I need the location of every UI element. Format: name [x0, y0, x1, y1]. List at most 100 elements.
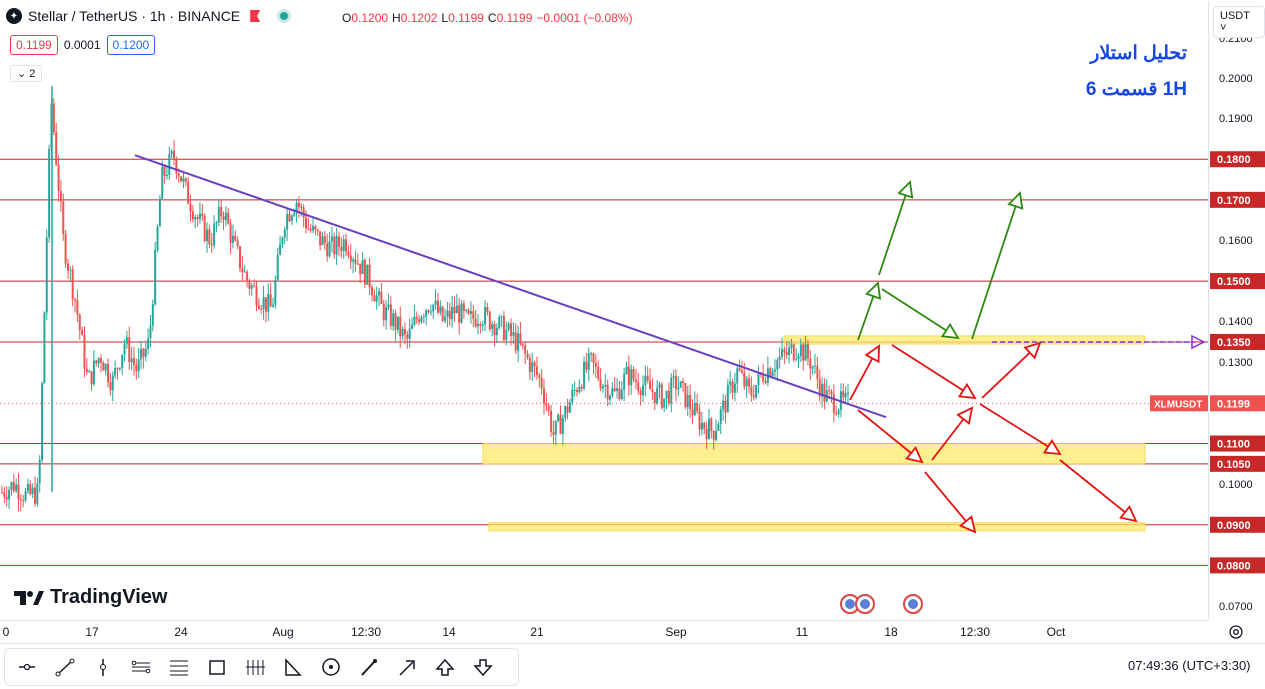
candle-body	[154, 249, 157, 305]
triangle-pattern-tool-button[interactable]	[277, 652, 309, 682]
candle-body	[830, 391, 833, 395]
candle-body	[107, 364, 110, 383]
candle-body	[309, 228, 312, 231]
candle-body	[465, 309, 468, 311]
candle-body	[802, 344, 805, 361]
candle-body	[52, 103, 55, 132]
candle-body	[543, 388, 546, 404]
price-scale[interactable]: 0.2100 0.2000 0.1900 0.1600 0.1400 0.1300 0.10…	[1208, 0, 1265, 620]
candle-body	[594, 362, 597, 367]
indicators-toggle[interactable]: ⌄ 2	[10, 65, 43, 82]
candle-body	[76, 300, 79, 315]
candle-body	[26, 484, 29, 492]
currency-selector[interactable]: USDT ˅	[1213, 6, 1265, 38]
buy-price-button[interactable]: 0.1200	[106, 35, 156, 55]
chart-canvas[interactable]: XLMUSDT	[0, 0, 1208, 620]
candle-body	[175, 158, 178, 174]
clock[interactable]: 07:49:36 (UTC+3:30)	[1128, 658, 1251, 673]
candle-body	[151, 304, 154, 326]
candle-body	[328, 241, 331, 257]
candle-body	[203, 216, 206, 241]
price-chart[interactable]: XLMUSDT	[0, 0, 1208, 620]
candle-body	[255, 286, 258, 306]
rectangle-tool-button[interactable]	[201, 652, 233, 682]
candle-body	[726, 384, 729, 413]
candle-body	[333, 236, 336, 255]
candle-body	[140, 348, 143, 360]
candle-body	[57, 164, 60, 192]
candle-body	[385, 307, 388, 321]
brush-icon	[361, 658, 377, 676]
sell-price-button[interactable]: 0.1199	[10, 35, 58, 55]
fib-retracement-tool-button[interactable]	[163, 652, 195, 682]
candle-body	[302, 207, 305, 218]
parallel-channel-tool-button[interactable]	[125, 652, 157, 682]
candle-body	[528, 357, 531, 373]
candle-body	[748, 378, 751, 387]
scenario-arrow	[1059, 459, 1138, 523]
arrow-mark-up-tool-button[interactable]	[429, 652, 461, 682]
flag-icon[interactable]	[250, 10, 261, 22]
time-tick-label: Oct	[1047, 625, 1066, 639]
candle-body	[575, 389, 578, 393]
candle-body	[286, 214, 289, 230]
market-status-icon[interactable]	[280, 12, 289, 20]
horizontal-ray-tool-button[interactable]	[11, 652, 43, 682]
candle-body	[135, 364, 138, 372]
candle-body	[345, 239, 348, 252]
candle-body	[564, 406, 567, 419]
candle-body	[670, 377, 673, 404]
candle-body	[36, 483, 39, 504]
high-value: 0.1202	[400, 11, 438, 25]
candle-body	[441, 306, 444, 321]
candle-body	[163, 166, 166, 176]
candle-body	[554, 420, 557, 435]
level-price-tag	[1210, 557, 1265, 574]
vertical-line-tool-button[interactable]	[87, 652, 119, 682]
candle-body	[83, 335, 86, 369]
candle-body	[531, 362, 534, 373]
candle-body	[81, 329, 84, 336]
candle-body	[460, 303, 463, 323]
candle-body	[5, 496, 8, 500]
long-position-tool-button[interactable]	[239, 652, 271, 682]
us-flag-event-icon	[903, 594, 923, 614]
candle-body	[125, 337, 128, 344]
level-price-tag	[1210, 191, 1265, 208]
candle-body	[672, 376, 675, 378]
change-value: −0.0001 (−0.08%)	[536, 11, 633, 25]
candle-body	[696, 402, 699, 412]
candle-body	[479, 323, 482, 326]
time-scale[interactable]: 0 17 24 Aug 12:30 14 21 Sep 11 18 12:30 Oct	[0, 620, 1208, 643]
time-tick-label: 14	[442, 625, 456, 639]
candle-body	[578, 386, 581, 393]
candle-body	[493, 323, 496, 336]
candle-body	[814, 365, 817, 367]
candle-body	[698, 411, 701, 430]
trend-line-tool-button[interactable]	[49, 652, 81, 682]
candle-body	[604, 384, 607, 387]
circle-tool-button[interactable]	[315, 652, 347, 682]
candle-body	[738, 368, 741, 371]
annotation-line-1: تحلیل استلار	[1090, 43, 1187, 64]
candle-body	[632, 369, 635, 380]
candle-body	[477, 323, 480, 327]
arrow-tool-button[interactable]	[391, 652, 423, 682]
candle-body	[297, 202, 300, 207]
candle-body	[783, 349, 786, 353]
candle-body	[646, 375, 649, 381]
candle-body	[217, 207, 220, 223]
candle-body	[17, 484, 20, 500]
candle-body	[128, 337, 131, 363]
candle-body	[667, 390, 670, 404]
chevron-down-icon: ⌄	[17, 68, 27, 80]
time-tick-label: 12:30	[960, 625, 990, 639]
candle-body	[295, 202, 298, 213]
level-price-tag	[1210, 151, 1265, 168]
candle-body	[799, 344, 802, 356]
brush-tool-button[interactable]	[353, 652, 385, 682]
arrow-mark-down-tool-button[interactable]	[467, 652, 499, 682]
gear-icon[interactable]	[1228, 624, 1244, 640]
symbol-title[interactable]: Stellar / TetherUS · 1h · BINANCE	[28, 8, 241, 24]
price-tick-label: 0.1900	[1219, 113, 1253, 125]
